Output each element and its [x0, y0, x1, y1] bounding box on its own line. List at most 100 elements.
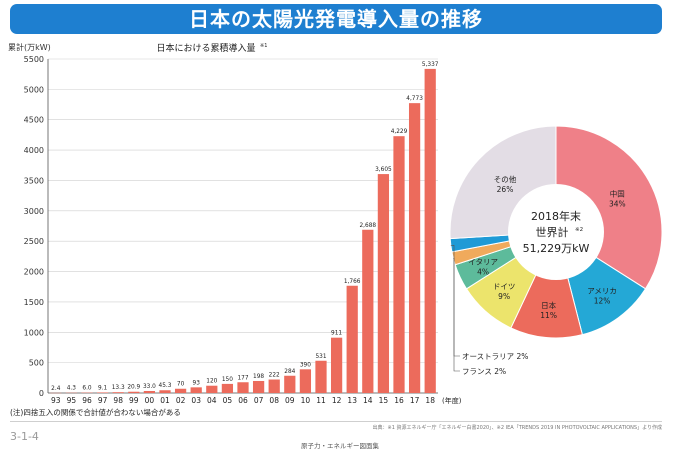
bar — [346, 285, 358, 393]
x-tick-label: 99 — [129, 396, 139, 405]
pie-label: 日本 — [541, 300, 556, 310]
data-label: 150 — [222, 377, 233, 383]
page-title: 日本の太陽光発電導入量の推移 — [189, 7, 483, 31]
data-label: 177 — [237, 375, 248, 381]
page-divider — [10, 421, 662, 422]
data-label: 4,773 — [406, 96, 423, 102]
bar — [190, 387, 202, 393]
pie-value: 34% — [609, 199, 626, 208]
x-tick-label: 11 — [316, 396, 326, 405]
pie-label: オーストラリア 2% — [462, 352, 528, 361]
x-tick-label: 12 — [332, 396, 342, 405]
pie-value: 4% — [477, 267, 489, 276]
x-tick-label: 13 — [347, 396, 357, 405]
bar — [221, 383, 234, 393]
data-label: 3,605 — [375, 167, 392, 173]
x-tick-label: 08 — [269, 396, 279, 405]
x-tick-label: 16 — [394, 396, 404, 405]
x-tick-label: 01 — [160, 396, 170, 405]
bar — [237, 382, 249, 393]
page-title-banner: 日本の太陽光発電導入量の推移 — [10, 4, 662, 34]
data-label: 284 — [284, 369, 295, 375]
leader-line — [450, 244, 460, 357]
x-tick-label: 10 — [301, 396, 311, 405]
data-label: 531 — [315, 354, 326, 360]
bar — [128, 391, 140, 393]
bar — [112, 392, 124, 393]
x-tick-label: 07 — [254, 396, 264, 405]
y-tick-label: 2500 — [24, 237, 44, 246]
data-label: 93 — [193, 380, 201, 386]
data-label: 198 — [253, 374, 264, 380]
y-tick-label: 3000 — [24, 207, 44, 216]
pie-center-title: 2018年末 — [531, 209, 581, 223]
pie-label: その他 — [494, 174, 517, 184]
x-tick-label: 17 — [410, 396, 420, 405]
x-tick-label: 02 — [176, 396, 186, 405]
source-note: 出典：※1 資源エネルギー庁「エネルギー白書2020」、※2 IEA「TREND… — [372, 425, 663, 431]
data-label: 4,229 — [391, 129, 408, 135]
y-tick-label: 3500 — [24, 176, 44, 185]
x-tick-label: 97 — [98, 396, 108, 405]
pie-label: アメリカ — [587, 286, 617, 295]
y-tick-label: 1500 — [24, 298, 44, 307]
data-label: 13.3 — [112, 385, 125, 391]
bar — [408, 103, 421, 393]
x-tick-label: 04 — [207, 396, 217, 405]
data-label: 1,766 — [344, 279, 361, 285]
y-tick-label: 5000 — [24, 85, 44, 94]
x-tick-label: 18 — [425, 396, 435, 405]
bar — [268, 379, 280, 393]
data-label: 70 — [177, 382, 185, 388]
bar — [362, 229, 374, 393]
pie-label: 中国 — [610, 188, 625, 198]
bar — [252, 380, 265, 393]
x-tick-label: 06 — [238, 396, 248, 405]
pie-value: 12% — [594, 296, 611, 305]
y-tick-label: 4000 — [24, 146, 44, 155]
bar — [159, 390, 171, 393]
bar — [315, 360, 327, 393]
x-tick-label: 93 — [51, 396, 61, 405]
pie-label: フランス 2% — [462, 367, 506, 376]
pie-slice — [510, 230, 583, 339]
data-label: 4.3 — [67, 386, 77, 392]
page-code: 3-1-4 — [10, 430, 39, 443]
x-tick-label: 95 — [67, 396, 77, 405]
y-tick-label: 4500 — [24, 116, 44, 125]
y-tick-label: 500 — [29, 359, 44, 368]
bar — [174, 388, 187, 393]
chart-title: 日本における累積導入量 — [156, 42, 255, 54]
x-axis-label: (年度) — [442, 396, 462, 405]
chart-note: (注)四捨五入の関係で合計値が合わない場合がある — [10, 407, 181, 417]
data-label: 2,688 — [359, 223, 376, 229]
x-tick-label: 05 — [223, 396, 233, 405]
data-label: 33.0 — [143, 384, 156, 390]
pie-label: イタリア — [468, 257, 498, 266]
bar — [143, 390, 156, 393]
bar — [377, 174, 390, 393]
x-tick-label: 00 — [145, 396, 155, 405]
bar — [96, 392, 109, 393]
footer-text: 原子力・エネルギー図面集 — [301, 442, 379, 450]
y-tick-label: 0 — [39, 389, 44, 398]
chart-title-note: ※1 — [260, 43, 267, 49]
pie-center-hole — [508, 184, 604, 280]
data-label: 9.1 — [98, 385, 108, 391]
bar — [330, 337, 343, 393]
x-tick-label: 96 — [82, 396, 92, 405]
bar — [424, 68, 436, 393]
pie-center-value: 51,229万kW — [523, 242, 590, 255]
bar — [393, 136, 405, 393]
data-label: 222 — [269, 373, 280, 379]
bar — [284, 375, 296, 393]
x-tick-label: 15 — [379, 396, 389, 405]
data-label: 390 — [300, 362, 311, 368]
y-axis-label: 累計(万kW) — [8, 42, 51, 52]
y-tick-label: 2000 — [24, 268, 44, 277]
x-tick-label: 98 — [113, 396, 123, 405]
y-tick-label: 5500 — [24, 55, 44, 64]
data-label: 911 — [331, 331, 342, 337]
data-label: 120 — [206, 379, 217, 385]
